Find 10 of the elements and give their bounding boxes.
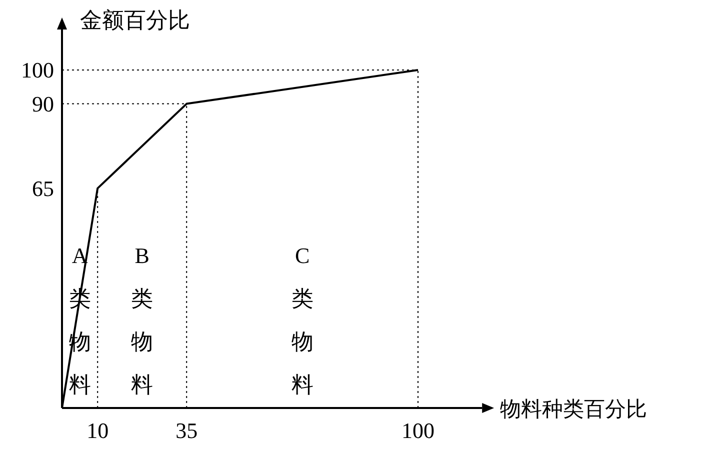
x-axis-title: 物料种类百分比 bbox=[500, 397, 648, 421]
x-tick-label: 35 bbox=[176, 418, 198, 443]
annotation: B类物料 bbox=[131, 243, 154, 397]
x-tick-label: 100 bbox=[402, 418, 434, 443]
y-axis-title: 金额百分比 bbox=[80, 7, 190, 32]
y-tick-label: 90 bbox=[32, 92, 54, 116]
annotation: C类物料 bbox=[291, 243, 314, 397]
y-tick-label: 65 bbox=[32, 176, 54, 201]
y-tick-label: 100 bbox=[21, 58, 54, 83]
x-tick-label: 10 bbox=[86, 418, 109, 443]
